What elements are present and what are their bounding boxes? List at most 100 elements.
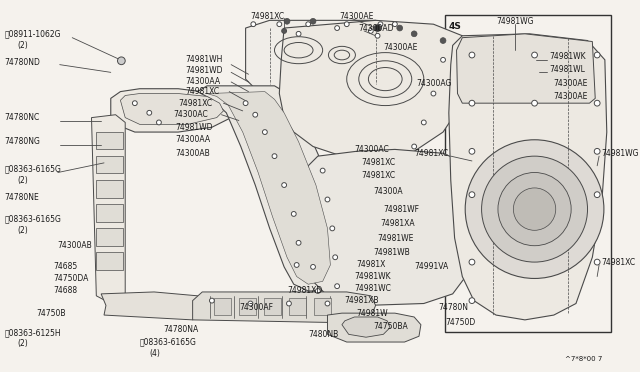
Circle shape [412,31,417,37]
Text: 74300AB: 74300AB [58,241,93,250]
Text: (2): (2) [17,340,28,349]
Text: 74750D: 74750D [445,318,476,327]
Circle shape [333,255,337,260]
Circle shape [320,168,325,173]
Circle shape [595,192,600,198]
Polygon shape [239,298,256,315]
Polygon shape [264,298,281,315]
Circle shape [469,148,475,154]
Circle shape [325,197,330,202]
Polygon shape [96,228,124,246]
Circle shape [481,156,588,262]
Circle shape [277,22,282,26]
Polygon shape [207,92,330,284]
Text: 74780N: 74780N [438,303,468,312]
Text: 74300AE: 74300AE [383,43,418,52]
Circle shape [132,101,137,106]
Circle shape [330,226,335,231]
Text: 74981XB: 74981XB [345,296,380,305]
Polygon shape [456,34,595,103]
Polygon shape [314,298,332,315]
Polygon shape [279,20,467,159]
Text: 74981WD: 74981WD [175,123,212,132]
Text: 74981XD: 74981XD [287,286,323,295]
Circle shape [296,240,301,245]
Text: 74780NE: 74780NE [5,193,40,202]
Text: 74750BA: 74750BA [374,322,408,331]
Text: 74991VA: 74991VA [414,262,449,272]
Circle shape [378,22,383,26]
Polygon shape [92,115,125,304]
Text: 74981X: 74981X [356,260,386,269]
Circle shape [392,22,397,26]
Polygon shape [96,180,124,198]
Text: 74750B: 74750B [36,309,66,318]
Text: 74981W: 74981W [356,309,388,318]
Text: 74981WE: 74981WE [378,234,414,243]
Text: 4S: 4S [449,22,461,31]
Polygon shape [96,132,124,150]
Circle shape [412,144,417,149]
Text: 74981XC: 74981XC [361,158,396,167]
Circle shape [262,130,268,134]
Circle shape [118,57,125,65]
Circle shape [251,22,256,26]
Text: 74300AE: 74300AE [339,12,373,21]
Circle shape [344,22,349,26]
Text: Ⓢ08363-6165G: Ⓢ08363-6165G [5,164,61,173]
Text: Ⓢ08363-6165G: Ⓢ08363-6165G [140,337,196,347]
Text: 74750DA: 74750DA [53,274,88,283]
Circle shape [431,91,436,96]
Circle shape [253,112,258,117]
Text: (2): (2) [17,176,28,185]
Circle shape [310,264,316,269]
Text: 74300AB: 74300AB [175,149,210,158]
Circle shape [375,33,380,38]
Circle shape [421,120,426,125]
Circle shape [595,148,600,154]
Circle shape [469,259,475,265]
Text: 74981WK: 74981WK [355,272,391,281]
Polygon shape [445,15,611,333]
Circle shape [469,298,475,304]
Text: 74981XC: 74981XC [250,12,285,21]
Text: 74300AF: 74300AF [239,303,273,312]
Circle shape [441,57,445,62]
Text: 74981WD: 74981WD [185,66,223,75]
Text: 7480NB: 7480NB [308,330,339,339]
Circle shape [335,26,339,31]
Circle shape [465,140,604,279]
Circle shape [294,263,299,267]
Text: 74981WF: 74981WF [383,205,419,214]
Polygon shape [342,317,390,337]
Text: 74981WG: 74981WG [601,149,639,158]
Text: (2): (2) [17,226,28,235]
Polygon shape [96,253,124,270]
Text: 74780ND: 74780ND [5,58,41,67]
Polygon shape [289,298,307,315]
Polygon shape [96,156,124,173]
Circle shape [310,18,316,24]
Text: 74300A: 74300A [374,187,403,196]
Text: Ⓢ08363-6125H: Ⓢ08363-6125H [5,328,61,337]
Circle shape [306,22,310,26]
Text: (4): (4) [149,349,160,358]
Circle shape [287,301,291,306]
Text: 74300AA: 74300AA [185,77,220,86]
Text: 74300AD: 74300AD [358,23,394,32]
Text: 74300AE: 74300AE [554,79,588,89]
Circle shape [374,25,381,31]
Circle shape [595,259,600,265]
Circle shape [469,192,475,198]
Circle shape [469,100,475,106]
Text: 74981WL: 74981WL [549,65,585,74]
Text: 74981WK: 74981WK [549,52,586,61]
Circle shape [282,29,287,33]
Circle shape [209,298,214,303]
Circle shape [147,110,152,115]
Circle shape [272,154,277,158]
Text: 74981XC: 74981XC [415,149,449,158]
Circle shape [532,100,538,106]
Circle shape [369,29,373,33]
Polygon shape [193,292,376,323]
